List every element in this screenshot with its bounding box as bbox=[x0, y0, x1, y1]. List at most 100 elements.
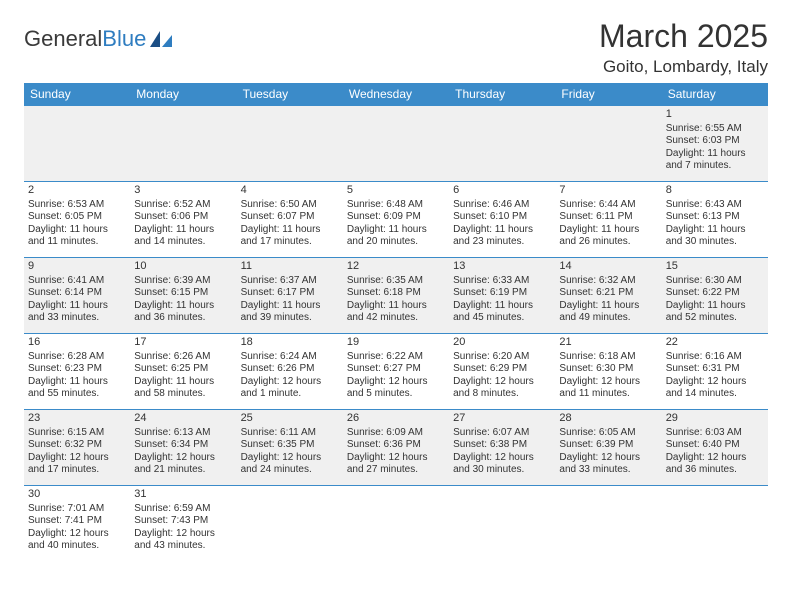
location: Goito, Lombardy, Italy bbox=[599, 57, 768, 77]
sunrise-line: Sunrise: 6:09 AM bbox=[347, 427, 445, 440]
daylight-line-2: and 5 minutes. bbox=[347, 388, 445, 401]
daylight-line-1: Daylight: 11 hours bbox=[134, 224, 232, 237]
daylight-line-1: Daylight: 11 hours bbox=[453, 224, 551, 237]
day-cell: 13Sunrise: 6:33 AMSunset: 6:19 PMDayligh… bbox=[449, 258, 555, 334]
sunset-line: Sunset: 6:22 PM bbox=[666, 287, 764, 300]
day-number: 29 bbox=[666, 412, 764, 426]
day-number: 9 bbox=[28, 260, 126, 274]
daylight-line-1: Daylight: 12 hours bbox=[241, 452, 339, 465]
sunset-line: Sunset: 6:11 PM bbox=[559, 211, 657, 224]
day-cell: 30Sunrise: 7:01 AMSunset: 7:41 PMDayligh… bbox=[24, 486, 130, 562]
sunset-line: Sunset: 6:13 PM bbox=[666, 211, 764, 224]
daylight-line-1: Daylight: 12 hours bbox=[134, 528, 232, 541]
month-title: March 2025 bbox=[599, 18, 768, 55]
daylight-line-2: and 14 minutes. bbox=[666, 388, 764, 401]
sunrise-line: Sunrise: 6:59 AM bbox=[134, 503, 232, 516]
day-cell: 15Sunrise: 6:30 AMSunset: 6:22 PMDayligh… bbox=[662, 258, 768, 334]
sunrise-line: Sunrise: 6:33 AM bbox=[453, 275, 551, 288]
day-number: 26 bbox=[347, 412, 445, 426]
day-cell: 18Sunrise: 6:24 AMSunset: 6:26 PMDayligh… bbox=[237, 334, 343, 410]
sunset-line: Sunset: 6:38 PM bbox=[453, 439, 551, 452]
sunrise-line: Sunrise: 6:15 AM bbox=[28, 427, 126, 440]
week-row: 30Sunrise: 7:01 AMSunset: 7:41 PMDayligh… bbox=[24, 486, 768, 562]
sunset-line: Sunset: 6:09 PM bbox=[347, 211, 445, 224]
day-header-row: SundayMondayTuesdayWednesdayThursdayFrid… bbox=[24, 83, 768, 106]
sunset-line: Sunset: 6:14 PM bbox=[28, 287, 126, 300]
daylight-line-1: Daylight: 11 hours bbox=[666, 148, 764, 161]
sunrise-line: Sunrise: 6:03 AM bbox=[666, 427, 764, 440]
sunrise-line: Sunrise: 6:55 AM bbox=[666, 123, 764, 136]
day-cell bbox=[130, 106, 236, 182]
daylight-line-2: and 26 minutes. bbox=[559, 236, 657, 249]
daylight-line-1: Daylight: 12 hours bbox=[453, 376, 551, 389]
calendar-table: SundayMondayTuesdayWednesdayThursdayFrid… bbox=[24, 83, 768, 562]
day-cell bbox=[662, 486, 768, 562]
daylight-line-1: Daylight: 11 hours bbox=[241, 224, 339, 237]
daylight-line-1: Daylight: 11 hours bbox=[347, 224, 445, 237]
day-cell: 27Sunrise: 6:07 AMSunset: 6:38 PMDayligh… bbox=[449, 410, 555, 486]
sunrise-line: Sunrise: 7:01 AM bbox=[28, 503, 126, 516]
sunset-line: Sunset: 6:35 PM bbox=[241, 439, 339, 452]
daylight-line-1: Daylight: 11 hours bbox=[559, 300, 657, 313]
sunrise-line: Sunrise: 6:50 AM bbox=[241, 199, 339, 212]
sunset-line: Sunset: 6:31 PM bbox=[666, 363, 764, 376]
sunset-line: Sunset: 6:05 PM bbox=[28, 211, 126, 224]
day-number: 31 bbox=[134, 488, 232, 502]
sunrise-line: Sunrise: 6:20 AM bbox=[453, 351, 551, 364]
sunrise-line: Sunrise: 6:22 AM bbox=[347, 351, 445, 364]
daylight-line-1: Daylight: 11 hours bbox=[347, 300, 445, 313]
sunrise-line: Sunrise: 6:11 AM bbox=[241, 427, 339, 440]
daylight-line-2: and 49 minutes. bbox=[559, 312, 657, 325]
day-number: 18 bbox=[241, 336, 339, 350]
sunrise-line: Sunrise: 6:05 AM bbox=[559, 427, 657, 440]
daylight-line-2: and 1 minute. bbox=[241, 388, 339, 401]
sunset-line: Sunset: 6:18 PM bbox=[347, 287, 445, 300]
daylight-line-2: and 8 minutes. bbox=[453, 388, 551, 401]
day-cell: 4Sunrise: 6:50 AMSunset: 6:07 PMDaylight… bbox=[237, 182, 343, 258]
day-number: 15 bbox=[666, 260, 764, 274]
sunset-line: Sunset: 6:21 PM bbox=[559, 287, 657, 300]
daylight-line-1: Daylight: 11 hours bbox=[666, 300, 764, 313]
sunrise-line: Sunrise: 6:35 AM bbox=[347, 275, 445, 288]
day-cell bbox=[237, 486, 343, 562]
day-cell bbox=[555, 106, 661, 182]
daylight-line-1: Daylight: 12 hours bbox=[347, 452, 445, 465]
daylight-line-2: and 30 minutes. bbox=[666, 236, 764, 249]
sunrise-line: Sunrise: 6:32 AM bbox=[559, 275, 657, 288]
day-cell: 6Sunrise: 6:46 AMSunset: 6:10 PMDaylight… bbox=[449, 182, 555, 258]
day-number: 13 bbox=[453, 260, 551, 274]
logo-sail-icon bbox=[148, 29, 174, 49]
day-number: 2 bbox=[28, 184, 126, 198]
day-number: 6 bbox=[453, 184, 551, 198]
daylight-line-1: Daylight: 12 hours bbox=[134, 452, 232, 465]
sunset-line: Sunset: 6:25 PM bbox=[134, 363, 232, 376]
daylight-line-2: and 17 minutes. bbox=[28, 464, 126, 477]
day-header: Sunday bbox=[24, 83, 130, 106]
sunset-line: Sunset: 6:30 PM bbox=[559, 363, 657, 376]
day-cell: 25Sunrise: 6:11 AMSunset: 6:35 PMDayligh… bbox=[237, 410, 343, 486]
daylight-line-1: Daylight: 11 hours bbox=[28, 376, 126, 389]
logo-text-general: General bbox=[24, 26, 102, 52]
daylight-line-2: and 11 minutes. bbox=[28, 236, 126, 249]
daylight-line-2: and 30 minutes. bbox=[453, 464, 551, 477]
daylight-line-2: and 21 minutes. bbox=[134, 464, 232, 477]
daylight-line-1: Daylight: 12 hours bbox=[666, 452, 764, 465]
sunrise-line: Sunrise: 6:41 AM bbox=[28, 275, 126, 288]
day-cell: 2Sunrise: 6:53 AMSunset: 6:05 PMDaylight… bbox=[24, 182, 130, 258]
week-row: 2Sunrise: 6:53 AMSunset: 6:05 PMDaylight… bbox=[24, 182, 768, 258]
sunset-line: Sunset: 6:19 PM bbox=[453, 287, 551, 300]
sunset-line: Sunset: 6:34 PM bbox=[134, 439, 232, 452]
daylight-line-1: Daylight: 12 hours bbox=[28, 528, 126, 541]
daylight-line-2: and 52 minutes. bbox=[666, 312, 764, 325]
sunset-line: Sunset: 6:23 PM bbox=[28, 363, 126, 376]
daylight-line-1: Daylight: 12 hours bbox=[666, 376, 764, 389]
daylight-line-2: and 40 minutes. bbox=[28, 540, 126, 553]
day-number: 21 bbox=[559, 336, 657, 350]
day-number: 14 bbox=[559, 260, 657, 274]
sunrise-line: Sunrise: 6:24 AM bbox=[241, 351, 339, 364]
day-number: 30 bbox=[28, 488, 126, 502]
day-number: 5 bbox=[347, 184, 445, 198]
sunset-line: Sunset: 6:36 PM bbox=[347, 439, 445, 452]
day-cell: 8Sunrise: 6:43 AMSunset: 6:13 PMDaylight… bbox=[662, 182, 768, 258]
day-cell: 29Sunrise: 6:03 AMSunset: 6:40 PMDayligh… bbox=[662, 410, 768, 486]
